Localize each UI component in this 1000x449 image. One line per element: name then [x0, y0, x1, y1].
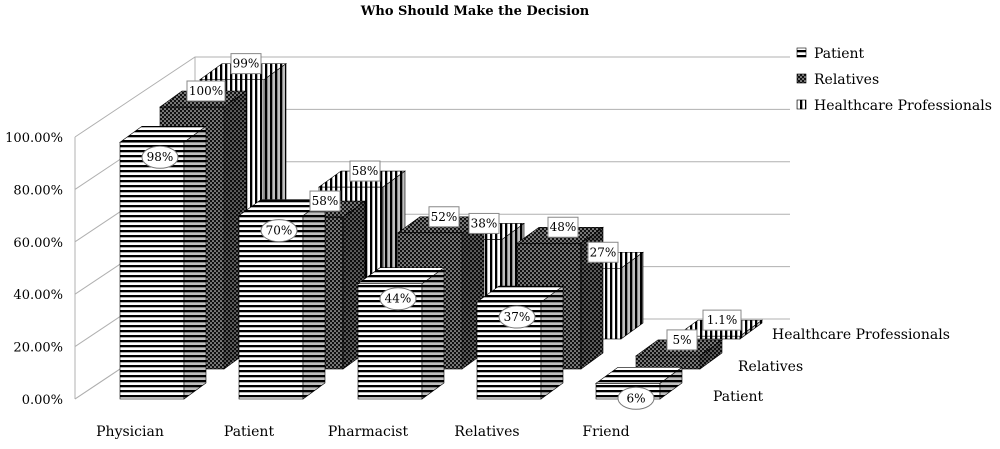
bar-side-shade	[621, 252, 643, 339]
bar-patient-physician	[119, 125, 207, 400]
data-label: 38%	[468, 212, 500, 234]
bar-patient-relatives	[476, 285, 564, 400]
data-label-bubble	[617, 386, 655, 410]
data-label-box	[468, 212, 500, 234]
data-label: 37%	[498, 305, 536, 329]
y-tick-label: 0.00%	[22, 393, 63, 408]
legend-item-relatives: Relatives	[796, 72, 879, 88]
x-tick-label: Pharmacist	[328, 424, 409, 440]
data-label-box	[547, 216, 579, 238]
x-tick-label: Physician	[96, 424, 164, 440]
legend-item-healthcare-professionals: Healthcare Professionals	[796, 98, 992, 114]
data-label: 100%	[186, 80, 226, 102]
legend-swatch	[796, 73, 807, 84]
bar-side-shade	[541, 286, 563, 399]
data-label-text: 37%	[504, 310, 531, 324]
data-label-text: 100%	[189, 84, 223, 98]
data-label-text: 38%	[471, 216, 498, 230]
y-tick-label: 100.00%	[5, 131, 63, 146]
legend-label: Patient	[814, 46, 865, 62]
data-label-text: 98%	[147, 150, 174, 164]
bar-side-shade	[740, 320, 762, 339]
depth-label-healthcare-professionals: Healthcare Professionals	[772, 327, 950, 343]
data-label: 1.1%	[702, 309, 742, 331]
bar-front	[238, 215, 304, 400]
data-label-text: 99%	[233, 57, 260, 71]
data-label-text: 1.1%	[707, 313, 738, 327]
data-label-bubble	[260, 219, 298, 243]
data-label-box	[309, 190, 341, 212]
legend-label: Relatives	[814, 72, 879, 88]
plot-area: 99% 58% 38% 27% 1.1% 100% 58% 52% 48% 5% 98% 70% 44%…	[119, 53, 763, 410]
data-label: 44%	[379, 287, 417, 311]
legend: Patient Relatives Healthcare Professionals	[796, 46, 992, 114]
data-label-text: 44%	[385, 292, 412, 306]
data-label: 99%	[230, 53, 262, 75]
data-label-box	[587, 241, 619, 263]
data-label-text: 48%	[550, 220, 577, 234]
data-label-text: 6%	[626, 391, 645, 405]
data-label: 6%	[617, 386, 655, 410]
y-tick-label: 20.00%	[13, 341, 63, 356]
data-label: 70%	[260, 219, 298, 243]
data-label-bubble	[141, 145, 179, 169]
y-tick-label: 60.00%	[13, 236, 63, 251]
data-label-text: 70%	[266, 224, 293, 238]
bar-side-shade	[184, 126, 206, 400]
data-label-box	[186, 80, 226, 102]
data-label-box	[428, 206, 460, 228]
data-label-text: 52%	[431, 210, 458, 224]
depth-axis: Patient Relatives Healthcare Professionals	[713, 327, 950, 405]
x-tick-label: Relatives	[454, 424, 519, 440]
data-labels: 99% 58% 38% 27% 1.1% 100% 58% 52% 48% 5% 98% 70% 44%…	[141, 53, 742, 410]
x-axis: Physician Patient Pharmacist Relatives Frien…	[96, 424, 629, 440]
y-tick-label: 40.00%	[13, 288, 63, 303]
bar-top	[119, 125, 207, 143]
data-label-box	[349, 160, 381, 182]
y-tick-label: 80.00%	[13, 183, 63, 198]
data-label-box	[230, 53, 262, 75]
depth-label-relatives: Relatives	[738, 359, 803, 375]
data-label: 27%	[587, 241, 619, 263]
data-label: 5%	[666, 329, 698, 351]
data-label-bubble	[379, 287, 417, 311]
bar-top	[595, 366, 683, 384]
legend-swatch	[796, 99, 807, 110]
bar-side-shade	[303, 199, 325, 399]
bar-side-shade	[700, 339, 722, 369]
x-tick-label: Friend	[582, 424, 629, 440]
depth-label-patient: Patient	[713, 389, 764, 405]
chart-title: Who Should Make the Decision	[360, 4, 590, 19]
data-label: 58%	[309, 190, 341, 212]
legend-swatch	[796, 47, 807, 58]
bar-top	[476, 285, 564, 303]
legend-item-patient: Patient	[796, 46, 865, 62]
bar-side-shade	[422, 267, 444, 399]
legend-label: Healthcare Professionals	[814, 98, 992, 114]
data-label-box	[666, 329, 698, 351]
bar-top	[357, 267, 445, 285]
data-label: 58%	[349, 160, 381, 182]
data-label-box	[702, 309, 742, 331]
data-label-text: 58%	[312, 194, 339, 208]
data-label-bubble	[498, 305, 536, 329]
bar-front	[119, 141, 185, 400]
data-label: 98%	[141, 145, 179, 169]
y-axis: 0.00% 20.00% 40.00% 60.00% 80.00% 100.00%	[5, 131, 63, 408]
data-label: 52%	[428, 206, 460, 228]
data-label: 48%	[547, 216, 579, 238]
data-label-text: 58%	[352, 164, 379, 178]
bar-side-shade	[660, 367, 682, 399]
data-label-text: 5%	[672, 333, 691, 347]
x-tick-label: Patient	[224, 424, 275, 440]
data-label-text: 27%	[590, 245, 617, 259]
